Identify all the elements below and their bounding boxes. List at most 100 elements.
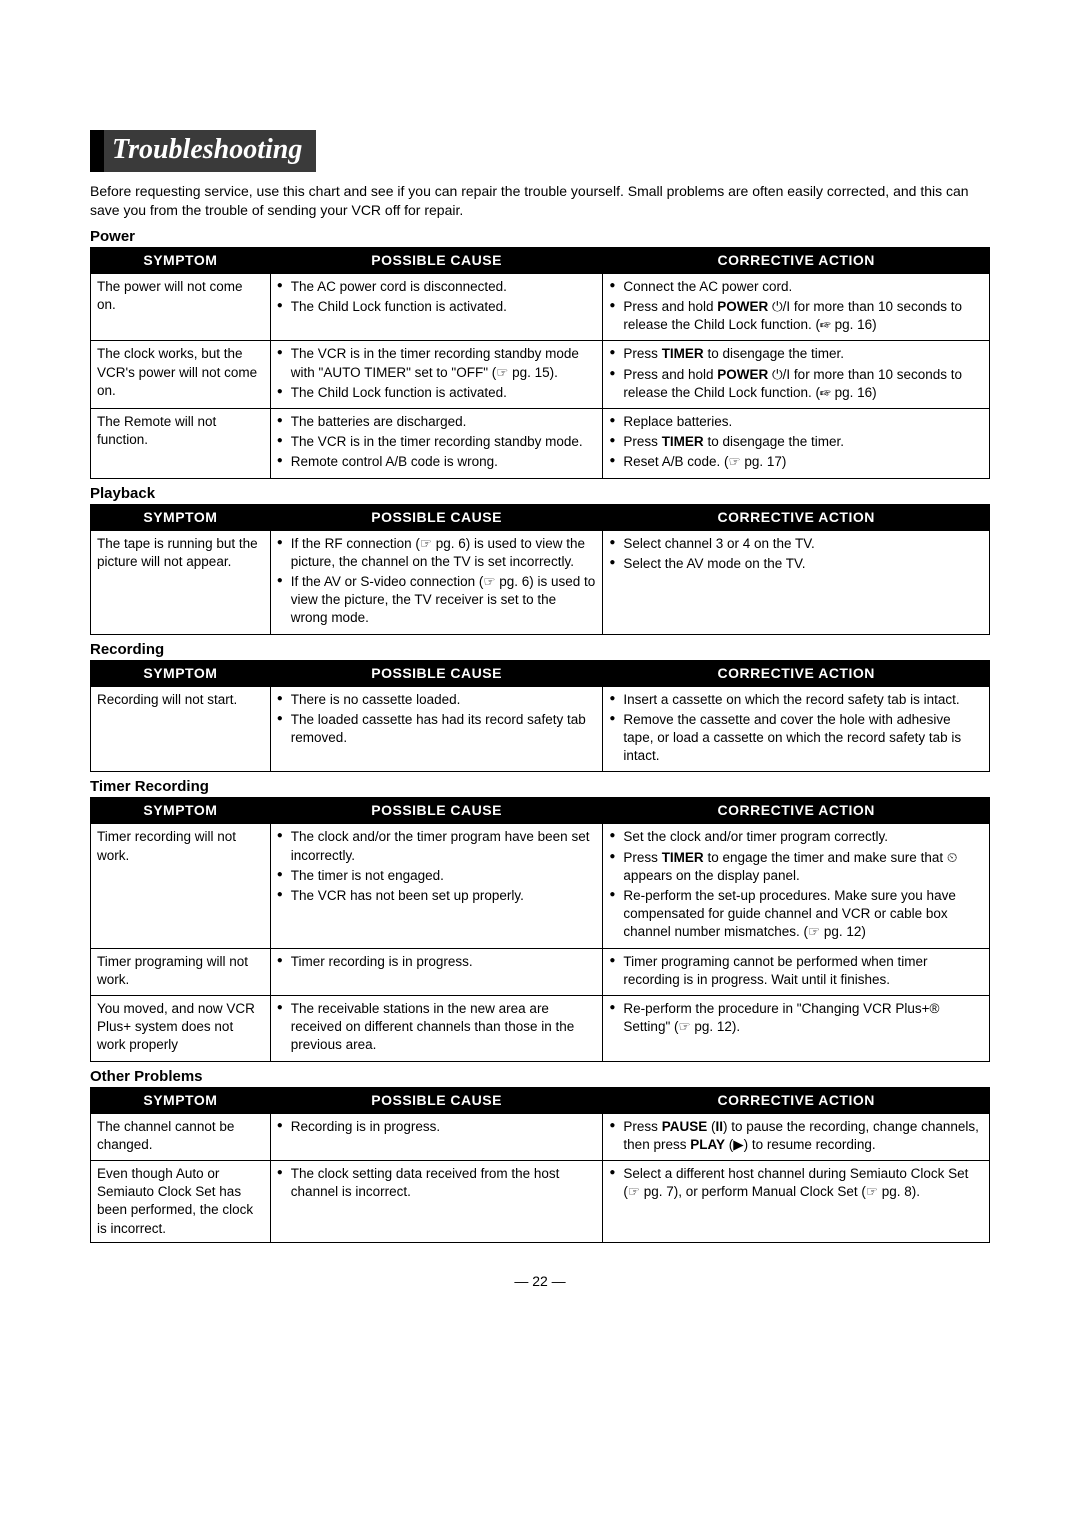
cause-item: Recording is in progress. xyxy=(291,1118,597,1136)
cause-cell: The receivable stations in the new area … xyxy=(270,996,603,1062)
symptom-cell: Timer programing will not work. xyxy=(91,948,271,995)
action-item: Select channel 3 or 4 on the TV. xyxy=(623,535,983,553)
section-label: Power xyxy=(90,228,990,245)
column-header-cause: POSSIBLE CAUSE xyxy=(270,798,603,824)
cause-cell: The clock and/or the timer program have … xyxy=(270,824,603,948)
cause-item: The receivable stations in the new area … xyxy=(291,1000,597,1055)
cause-item: The clock setting data received from the… xyxy=(291,1165,597,1201)
cause-item: If the AV or S-video connection (☞ pg. 6… xyxy=(291,573,597,628)
column-header-action: CORRECTIVE ACTION xyxy=(603,798,990,824)
troubleshooting-table: SYMPTOMPOSSIBLE CAUSECORRECTIVE ACTIONTi… xyxy=(90,797,990,1061)
action-item: Select the AV mode on the TV. xyxy=(623,555,983,573)
page-number: — 22 — xyxy=(90,1273,990,1289)
action-item: Select a different host channel during S… xyxy=(623,1165,983,1201)
troubleshooting-table: SYMPTOMPOSSIBLE CAUSECORRECTIVE ACTIONRe… xyxy=(90,660,990,773)
troubleshooting-table: SYMPTOMPOSSIBLE CAUSECORRECTIVE ACTION Th… xyxy=(90,504,990,635)
troubleshooting-table: SYMPTOMPOSSIBLE CAUSECORRECTIVE ACTIONTh… xyxy=(90,1087,990,1243)
cause-cell: The VCR is in the timer recording standb… xyxy=(270,341,603,409)
action-cell: Press TIMER to disengage the timer. Press… xyxy=(603,341,990,409)
cause-item: The VCR is in the timer recording standb… xyxy=(291,345,597,381)
action-item: Re-perform the procedure in "Changing VC… xyxy=(623,1000,983,1036)
column-header-action: CORRECTIVE ACTION xyxy=(603,247,990,273)
action-item: Press TIMER to disengage the timer. xyxy=(623,433,983,451)
column-header-symptom: SYMPTOM xyxy=(91,247,271,273)
action-cell: Replace batteries. Press TIMER to disenga… xyxy=(603,408,990,478)
column-header-cause: POSSIBLE CAUSE xyxy=(270,660,603,686)
action-item: Press PAUSE (II) to pause the recording,… xyxy=(623,1118,983,1154)
section-label: Timer Recording xyxy=(90,778,990,795)
symptom-cell: The channel cannot be changed. xyxy=(91,1113,271,1160)
table-row: The Remote will not function.The batteri… xyxy=(91,408,990,478)
section-label: Other Problems xyxy=(90,1068,990,1085)
cause-item: Remote control A/B code is wrong. xyxy=(291,453,597,471)
action-item: Replace batteries. xyxy=(623,413,983,431)
action-item: Re-perform the set-up procedures. Make s… xyxy=(623,887,983,942)
cause-item: The loaded cassette has had its record s… xyxy=(291,711,597,747)
column-header-cause: POSSIBLE CAUSE xyxy=(270,504,603,530)
troubleshooting-table: SYMPTOMPOSSIBLE CAUSECORRECTIVE ACTIONTh… xyxy=(90,247,990,479)
symptom-cell: The tape is running but the picture will… xyxy=(91,530,271,634)
cause-item: The batteries are discharged. xyxy=(291,413,597,431)
title-accent-block xyxy=(90,130,104,172)
action-item: Press and hold POWER ⏻/I for more than 1… xyxy=(623,298,983,334)
column-header-cause: POSSIBLE CAUSE xyxy=(270,1087,603,1113)
column-header-action: CORRECTIVE ACTION xyxy=(603,504,990,530)
column-header-cause: POSSIBLE CAUSE xyxy=(270,247,603,273)
table-row: The channel cannot be changed. Recording … xyxy=(91,1113,990,1160)
section-label: Playback xyxy=(90,485,990,502)
action-item: Press and hold POWER ⏻/I for more than 1… xyxy=(623,366,983,402)
page-title: Troubleshooting xyxy=(104,130,316,172)
action-item: Insert a cassette on which the record sa… xyxy=(623,691,983,709)
symptom-cell: The clock works, but the VCR's power wil… xyxy=(91,341,271,409)
action-item: Reset A/B code. (☞ pg. 17) xyxy=(623,453,983,471)
table-row: Timer programing will not work.Timer rec… xyxy=(91,948,990,995)
cause-cell: The clock setting data received from the… xyxy=(270,1161,603,1243)
action-item: Connect the AC power cord. xyxy=(623,278,983,296)
column-header-symptom: SYMPTOM xyxy=(91,504,271,530)
sections-container: PowerSYMPTOMPOSSIBLE CAUSECORRECTIVE ACT… xyxy=(90,228,990,1243)
table-row: The clock works, but the VCR's power wil… xyxy=(91,341,990,409)
action-item: Timer programing cannot be performed whe… xyxy=(623,953,983,989)
column-header-symptom: SYMPTOM xyxy=(91,660,271,686)
table-row: Even though Auto or Semiauto Clock Set h… xyxy=(91,1161,990,1243)
symptom-cell: Recording will not start. xyxy=(91,686,271,772)
table-row: Recording will not start.There is no cas… xyxy=(91,686,990,772)
cause-item: There is no cassette loaded. xyxy=(291,691,597,709)
table-row: Timer recording will not work. The clock … xyxy=(91,824,990,948)
action-cell: Re-perform the procedure in "Changing VC… xyxy=(603,996,990,1062)
section-label: Recording xyxy=(90,641,990,658)
action-item: Press TIMER to engage the timer and make… xyxy=(623,849,983,885)
action-cell: Select a different host channel during S… xyxy=(603,1161,990,1243)
cause-cell: If the RF connection (☞ pg. 6) is used t… xyxy=(270,530,603,634)
column-header-symptom: SYMPTOM xyxy=(91,1087,271,1113)
cause-item: The VCR has not been set up properly. xyxy=(291,887,597,905)
intro-text: Before requesting service, use this char… xyxy=(90,182,990,220)
cause-cell: Timer recording is in progress. xyxy=(270,948,603,995)
action-cell: Connect the AC power cord. Press and hold… xyxy=(603,273,990,341)
cause-item: The AC power cord is disconnected. xyxy=(291,278,597,296)
cause-cell: The batteries are discharged. The VCR is … xyxy=(270,408,603,478)
action-cell: Press PAUSE (II) to pause the recording,… xyxy=(603,1113,990,1160)
cause-item: The clock and/or the timer program have … xyxy=(291,828,597,864)
cause-item: The Child Lock function is activated. xyxy=(291,298,597,316)
cause-cell: Recording is in progress. xyxy=(270,1113,603,1160)
action-item: Set the clock and/or timer program corre… xyxy=(623,828,983,846)
cause-item: The VCR is in the timer recording standb… xyxy=(291,433,597,451)
action-cell: Select channel 3 or 4 on the TV. Select t… xyxy=(603,530,990,634)
action-item: Press TIMER to disengage the timer. xyxy=(623,345,983,363)
action-cell: Insert a cassette on which the record sa… xyxy=(603,686,990,772)
column-header-action: CORRECTIVE ACTION xyxy=(603,1087,990,1113)
symptom-cell: Even though Auto or Semiauto Clock Set h… xyxy=(91,1161,271,1243)
table-row: The power will not come on.The AC power … xyxy=(91,273,990,341)
column-header-action: CORRECTIVE ACTION xyxy=(603,660,990,686)
symptom-cell: You moved, and now VCR Plus+ system does… xyxy=(91,996,271,1062)
symptom-cell: Timer recording will not work. xyxy=(91,824,271,948)
cause-cell: The AC power cord is disconnected. The Ch… xyxy=(270,273,603,341)
table-row: The tape is running but the picture will… xyxy=(91,530,990,634)
table-row: You moved, and now VCR Plus+ system does… xyxy=(91,996,990,1062)
title-bar: Troubleshooting xyxy=(90,130,990,172)
cause-cell: There is no cassette loaded. The loaded c… xyxy=(270,686,603,772)
symptom-cell: The Remote will not function. xyxy=(91,408,271,478)
cause-item: If the RF connection (☞ pg. 6) is used t… xyxy=(291,535,597,571)
symptom-cell: The power will not come on. xyxy=(91,273,271,341)
